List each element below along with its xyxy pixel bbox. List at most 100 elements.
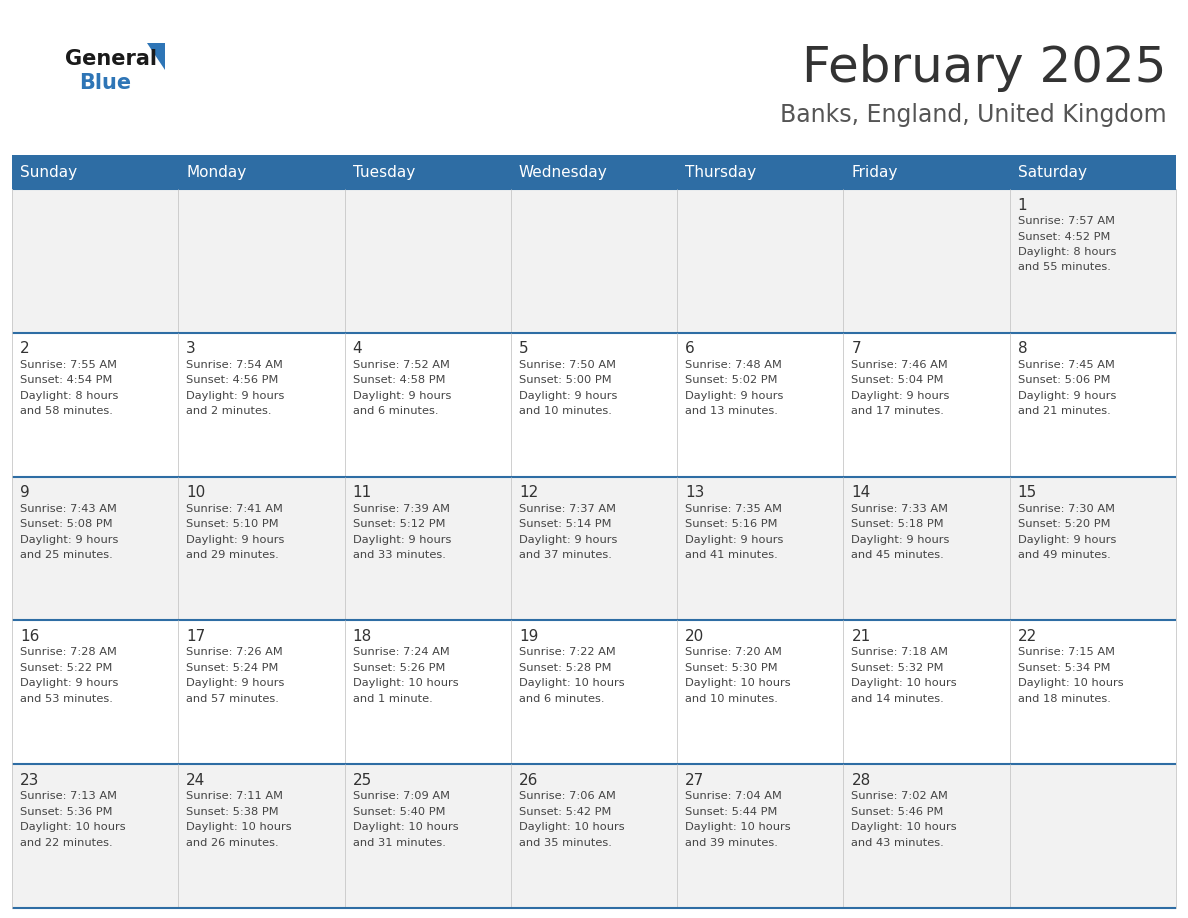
Text: Sunday: Sunday xyxy=(20,164,77,180)
Bar xyxy=(12,476,1176,621)
Text: Sunrise: 7:46 AM: Sunrise: 7:46 AM xyxy=(852,360,948,370)
Text: Sunset: 5:12 PM: Sunset: 5:12 PM xyxy=(353,519,446,529)
Bar xyxy=(12,764,1176,908)
Text: Wednesday: Wednesday xyxy=(519,164,607,180)
Text: Sunset: 4:54 PM: Sunset: 4:54 PM xyxy=(20,375,113,386)
Text: 13: 13 xyxy=(685,485,704,500)
Text: and 13 minutes.: and 13 minutes. xyxy=(685,407,778,416)
Text: and 43 minutes.: and 43 minutes. xyxy=(852,838,944,847)
Text: 10: 10 xyxy=(187,485,206,500)
Text: 9: 9 xyxy=(20,485,30,500)
Text: 28: 28 xyxy=(852,773,871,788)
Text: 8: 8 xyxy=(1018,341,1028,356)
Text: and 35 minutes.: and 35 minutes. xyxy=(519,838,612,847)
Text: Sunset: 5:06 PM: Sunset: 5:06 PM xyxy=(1018,375,1111,386)
Text: and 18 minutes.: and 18 minutes. xyxy=(1018,694,1111,704)
Text: Sunrise: 7:33 AM: Sunrise: 7:33 AM xyxy=(852,504,948,513)
Text: Daylight: 9 hours: Daylight: 9 hours xyxy=(519,534,618,544)
Text: and 21 minutes.: and 21 minutes. xyxy=(1018,407,1111,416)
Text: and 53 minutes.: and 53 minutes. xyxy=(20,694,113,704)
Text: Daylight: 9 hours: Daylight: 9 hours xyxy=(187,534,285,544)
Text: Sunrise: 7:18 AM: Sunrise: 7:18 AM xyxy=(852,647,948,657)
Text: Sunrise: 7:13 AM: Sunrise: 7:13 AM xyxy=(20,791,116,801)
Text: and 31 minutes.: and 31 minutes. xyxy=(353,838,446,847)
Text: 12: 12 xyxy=(519,485,538,500)
Text: and 57 minutes.: and 57 minutes. xyxy=(187,694,279,704)
Text: 11: 11 xyxy=(353,485,372,500)
Text: Daylight: 9 hours: Daylight: 9 hours xyxy=(187,678,285,688)
Text: Sunset: 5:14 PM: Sunset: 5:14 PM xyxy=(519,519,612,529)
Text: 18: 18 xyxy=(353,629,372,644)
Text: Friday: Friday xyxy=(852,164,898,180)
Text: 25: 25 xyxy=(353,773,372,788)
Text: Sunset: 5:26 PM: Sunset: 5:26 PM xyxy=(353,663,446,673)
Text: Daylight: 10 hours: Daylight: 10 hours xyxy=(1018,678,1124,688)
Text: 23: 23 xyxy=(20,773,39,788)
Text: Sunset: 4:58 PM: Sunset: 4:58 PM xyxy=(353,375,446,386)
Text: Sunrise: 7:39 AM: Sunrise: 7:39 AM xyxy=(353,504,449,513)
Text: Daylight: 9 hours: Daylight: 9 hours xyxy=(20,534,119,544)
Text: Sunset: 5:44 PM: Sunset: 5:44 PM xyxy=(685,807,777,817)
Text: 21: 21 xyxy=(852,629,871,644)
Text: and 6 minutes.: and 6 minutes. xyxy=(353,407,438,416)
Text: Sunrise: 7:22 AM: Sunrise: 7:22 AM xyxy=(519,647,615,657)
Text: Daylight: 9 hours: Daylight: 9 hours xyxy=(519,391,618,401)
Text: Saturday: Saturday xyxy=(1018,164,1087,180)
Text: 22: 22 xyxy=(1018,629,1037,644)
Text: and 2 minutes.: and 2 minutes. xyxy=(187,407,272,416)
Text: Daylight: 9 hours: Daylight: 9 hours xyxy=(852,534,949,544)
Text: Sunrise: 7:30 AM: Sunrise: 7:30 AM xyxy=(1018,504,1114,513)
Bar xyxy=(12,621,1176,764)
Text: Daylight: 10 hours: Daylight: 10 hours xyxy=(187,823,292,833)
Text: Tuesday: Tuesday xyxy=(353,164,415,180)
Text: Sunset: 5:42 PM: Sunset: 5:42 PM xyxy=(519,807,612,817)
Bar xyxy=(12,333,1176,476)
Text: 1: 1 xyxy=(1018,197,1028,212)
Text: Daylight: 9 hours: Daylight: 9 hours xyxy=(685,391,784,401)
Text: 7: 7 xyxy=(852,341,861,356)
Text: and 33 minutes.: and 33 minutes. xyxy=(353,550,446,560)
Text: Sunrise: 7:02 AM: Sunrise: 7:02 AM xyxy=(852,791,948,801)
Text: and 25 minutes.: and 25 minutes. xyxy=(20,550,113,560)
Text: Daylight: 10 hours: Daylight: 10 hours xyxy=(685,823,791,833)
Text: 17: 17 xyxy=(187,629,206,644)
Text: Sunrise: 7:54 AM: Sunrise: 7:54 AM xyxy=(187,360,283,370)
Text: Sunrise: 7:48 AM: Sunrise: 7:48 AM xyxy=(685,360,782,370)
Text: Daylight: 9 hours: Daylight: 9 hours xyxy=(187,391,285,401)
Text: Daylight: 9 hours: Daylight: 9 hours xyxy=(1018,391,1116,401)
Text: 15: 15 xyxy=(1018,485,1037,500)
Text: Thursday: Thursday xyxy=(685,164,757,180)
Text: Sunrise: 7:09 AM: Sunrise: 7:09 AM xyxy=(353,791,449,801)
Text: Daylight: 10 hours: Daylight: 10 hours xyxy=(353,823,459,833)
Text: Sunrise: 7:45 AM: Sunrise: 7:45 AM xyxy=(1018,360,1114,370)
Text: February 2025: February 2025 xyxy=(802,44,1167,92)
Text: Sunrise: 7:28 AM: Sunrise: 7:28 AM xyxy=(20,647,116,657)
Text: and 10 minutes.: and 10 minutes. xyxy=(519,407,612,416)
Text: Monday: Monday xyxy=(187,164,247,180)
Text: Sunset: 5:00 PM: Sunset: 5:00 PM xyxy=(519,375,612,386)
Text: and 6 minutes.: and 6 minutes. xyxy=(519,694,605,704)
Text: Daylight: 10 hours: Daylight: 10 hours xyxy=(519,823,625,833)
Text: Sunrise: 7:50 AM: Sunrise: 7:50 AM xyxy=(519,360,615,370)
Bar xyxy=(12,189,1176,333)
Text: 6: 6 xyxy=(685,341,695,356)
Text: 19: 19 xyxy=(519,629,538,644)
Text: Sunrise: 7:57 AM: Sunrise: 7:57 AM xyxy=(1018,216,1114,226)
Text: and 26 minutes.: and 26 minutes. xyxy=(187,838,279,847)
Text: Sunset: 4:52 PM: Sunset: 4:52 PM xyxy=(1018,231,1110,241)
Text: 5: 5 xyxy=(519,341,529,356)
Text: Sunrise: 7:41 AM: Sunrise: 7:41 AM xyxy=(187,504,283,513)
Text: Sunrise: 7:15 AM: Sunrise: 7:15 AM xyxy=(1018,647,1114,657)
Text: Sunset: 5:32 PM: Sunset: 5:32 PM xyxy=(852,663,944,673)
Text: Sunrise: 7:20 AM: Sunrise: 7:20 AM xyxy=(685,647,782,657)
Text: Sunrise: 7:37 AM: Sunrise: 7:37 AM xyxy=(519,504,615,513)
Text: Daylight: 9 hours: Daylight: 9 hours xyxy=(353,391,451,401)
Text: and 41 minutes.: and 41 minutes. xyxy=(685,550,778,560)
Text: Sunrise: 7:11 AM: Sunrise: 7:11 AM xyxy=(187,791,283,801)
Text: Sunrise: 7:26 AM: Sunrise: 7:26 AM xyxy=(187,647,283,657)
Text: 2: 2 xyxy=(20,341,30,356)
Text: and 55 minutes.: and 55 minutes. xyxy=(1018,263,1111,273)
Text: Sunrise: 7:55 AM: Sunrise: 7:55 AM xyxy=(20,360,116,370)
Text: and 1 minute.: and 1 minute. xyxy=(353,694,432,704)
Polygon shape xyxy=(147,43,165,70)
